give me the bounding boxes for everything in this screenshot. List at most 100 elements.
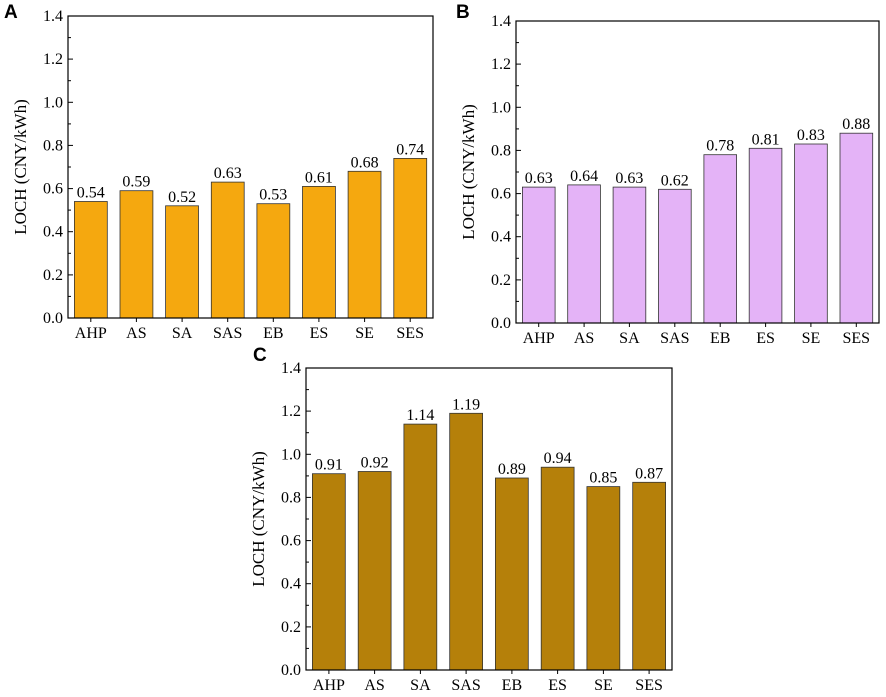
bar-c-sa — [403, 423, 438, 671]
category-label-b-ahp: AHP — [523, 330, 555, 347]
category-label-a-sas: SAS — [213, 325, 242, 342]
y-tick-label-c-1: 0.2 — [281, 619, 301, 636]
value-label-a-es: 0.61 — [305, 169, 333, 186]
y-tick-label-b-1: 0.2 — [491, 272, 511, 289]
y-tick-label-b-3: 0.6 — [491, 186, 511, 203]
value-label-a-sa: 0.52 — [168, 189, 196, 206]
category-label-b-se: SE — [802, 330, 821, 347]
category-label-a-eb: EB — [263, 325, 283, 342]
bar-b-sa — [612, 186, 647, 324]
bar-b-es — [748, 147, 783, 324]
y-tick-label-b-4: 0.8 — [491, 142, 511, 159]
value-label-b-sas: 0.62 — [661, 172, 689, 189]
bar-a-ses — [393, 157, 428, 319]
value-label-a-as: 0.59 — [122, 174, 150, 191]
plot-b: 0.63 AHP 0.64 AS 0.63 SA 0.62 SAS 0.78 EB 0.81 ES 0.… — [459, 13, 880, 347]
bar-b-ahp — [522, 186, 556, 324]
category-label-c-eb: EB — [502, 677, 522, 694]
value-label-b-eb: 0.78 — [706, 138, 734, 155]
value-label-a-se: 0.68 — [351, 154, 379, 171]
panel-letter-c: C — [253, 345, 267, 366]
panel-c: C 0.91 AHP 0.92 AS 1.14 SA 1.19 SAS 0.89 EB 0.94 ES… — [249, 345, 673, 694]
category-label-c-as: AS — [364, 677, 384, 694]
category-label-a-es: ES — [310, 325, 329, 342]
value-label-c-as: 0.92 — [361, 455, 389, 472]
y-tick-label-b-2: 0.4 — [491, 229, 511, 246]
y-tick-label-c-2: 0.4 — [281, 576, 301, 593]
bar-b-se — [794, 143, 828, 324]
y-tick-label-a-6: 1.2 — [43, 51, 63, 68]
bar-c-se — [586, 486, 621, 671]
y-tick-label-a-5: 1.0 — [43, 94, 63, 111]
bar-c-es — [540, 466, 575, 671]
category-label-b-as: AS — [574, 330, 594, 347]
bar-b-sas — [658, 188, 692, 324]
bar-b-eb — [703, 154, 738, 324]
value-label-b-as: 0.64 — [570, 168, 598, 185]
category-label-a-ahp: AHP — [75, 325, 107, 342]
value-label-a-ses: 0.74 — [396, 141, 424, 158]
value-label-c-se: 0.85 — [589, 470, 617, 487]
y-tick-label-a-2: 0.4 — [43, 224, 63, 241]
y-tick-label-a-1: 0.2 — [43, 267, 63, 284]
y-tick-label-c-4: 0.8 — [281, 489, 301, 506]
y-tick-label-a-4: 0.8 — [43, 137, 63, 154]
y-tick-label-c-6: 1.2 — [281, 403, 301, 420]
category-label-b-sas: SAS — [660, 330, 689, 347]
category-label-a-se: SE — [355, 325, 374, 342]
bar-c-sas — [449, 412, 484, 671]
category-label-a-sa: SA — [172, 325, 193, 342]
y-tick-label-a-7: 1.4 — [43, 8, 63, 25]
y-tick-label-a-0: 0.0 — [43, 310, 63, 327]
panel-letter-a: A — [4, 2, 18, 23]
value-label-c-sa: 1.14 — [406, 407, 434, 424]
value-label-c-es: 0.94 — [544, 450, 572, 467]
bar-c-ahp — [311, 473, 346, 671]
value-label-b-ses: 0.88 — [842, 116, 870, 133]
y-tick-label-c-3: 0.6 — [281, 533, 301, 550]
category-label-c-ses: SES — [635, 677, 663, 694]
bar-b-ses — [839, 132, 874, 324]
bar-a-eb — [256, 203, 291, 319]
category-label-b-eb: EB — [710, 330, 730, 347]
y-axis-label-b: LOCH (CNY/kWh) — [459, 104, 478, 240]
y-tick-label-c-5: 1.0 — [281, 446, 301, 463]
category-label-c-es: ES — [548, 677, 567, 694]
bar-a-ahp — [74, 201, 108, 319]
bar-a-sas — [210, 181, 245, 319]
category-label-b-sa: SA — [619, 330, 640, 347]
y-tick-label-c-7: 1.4 — [281, 360, 301, 377]
value-label-b-ahp: 0.63 — [525, 170, 553, 187]
y-tick-label-c-0: 0.0 — [281, 662, 301, 679]
value-label-c-ahp: 0.91 — [315, 457, 343, 474]
bar-c-ses — [632, 481, 667, 671]
y-tick-label-b-6: 1.2 — [491, 56, 511, 73]
value-label-a-eb: 0.53 — [259, 187, 287, 204]
value-label-a-ahp: 0.54 — [77, 185, 105, 202]
category-label-c-sa: SA — [410, 677, 431, 694]
value-label-c-eb: 0.89 — [498, 461, 526, 478]
bar-a-es — [302, 185, 336, 319]
bar-c-eb — [494, 477, 529, 671]
panel-b: B 0.63 AHP 0.64 AS 0.63 SA 0.62 SAS 0.78 EB 0.81 ES… — [456, 2, 880, 347]
bar-b-as — [567, 184, 601, 324]
value-label-b-se: 0.83 — [797, 127, 825, 144]
category-label-a-as: AS — [126, 325, 146, 342]
value-label-a-sas: 0.63 — [214, 165, 242, 182]
y-axis-label-c: LOCH (CNY/kWh) — [249, 451, 268, 587]
panel-letter-b: B — [456, 2, 470, 23]
bar-a-se — [347, 170, 382, 319]
category-label-b-ses: SES — [843, 330, 871, 347]
y-axis-label-a: LOCH (CNY/kWh) — [11, 99, 30, 235]
y-tick-label-a-3: 0.6 — [43, 181, 63, 198]
category-label-b-es: ES — [756, 330, 775, 347]
category-label-a-ses: SES — [396, 325, 424, 342]
category-label-c-se: SE — [594, 677, 613, 694]
y-tick-label-b-5: 1.0 — [491, 99, 511, 116]
panel-a: A 0.54 AHP 0.59 AS 0.52 SA 0.63 SAS 0.53 EB 0.61 ES… — [4, 2, 434, 342]
category-label-c-ahp: AHP — [313, 677, 345, 694]
value-label-b-sa: 0.63 — [615, 170, 643, 187]
value-label-b-es: 0.81 — [752, 131, 780, 148]
bar-a-as — [119, 190, 154, 319]
